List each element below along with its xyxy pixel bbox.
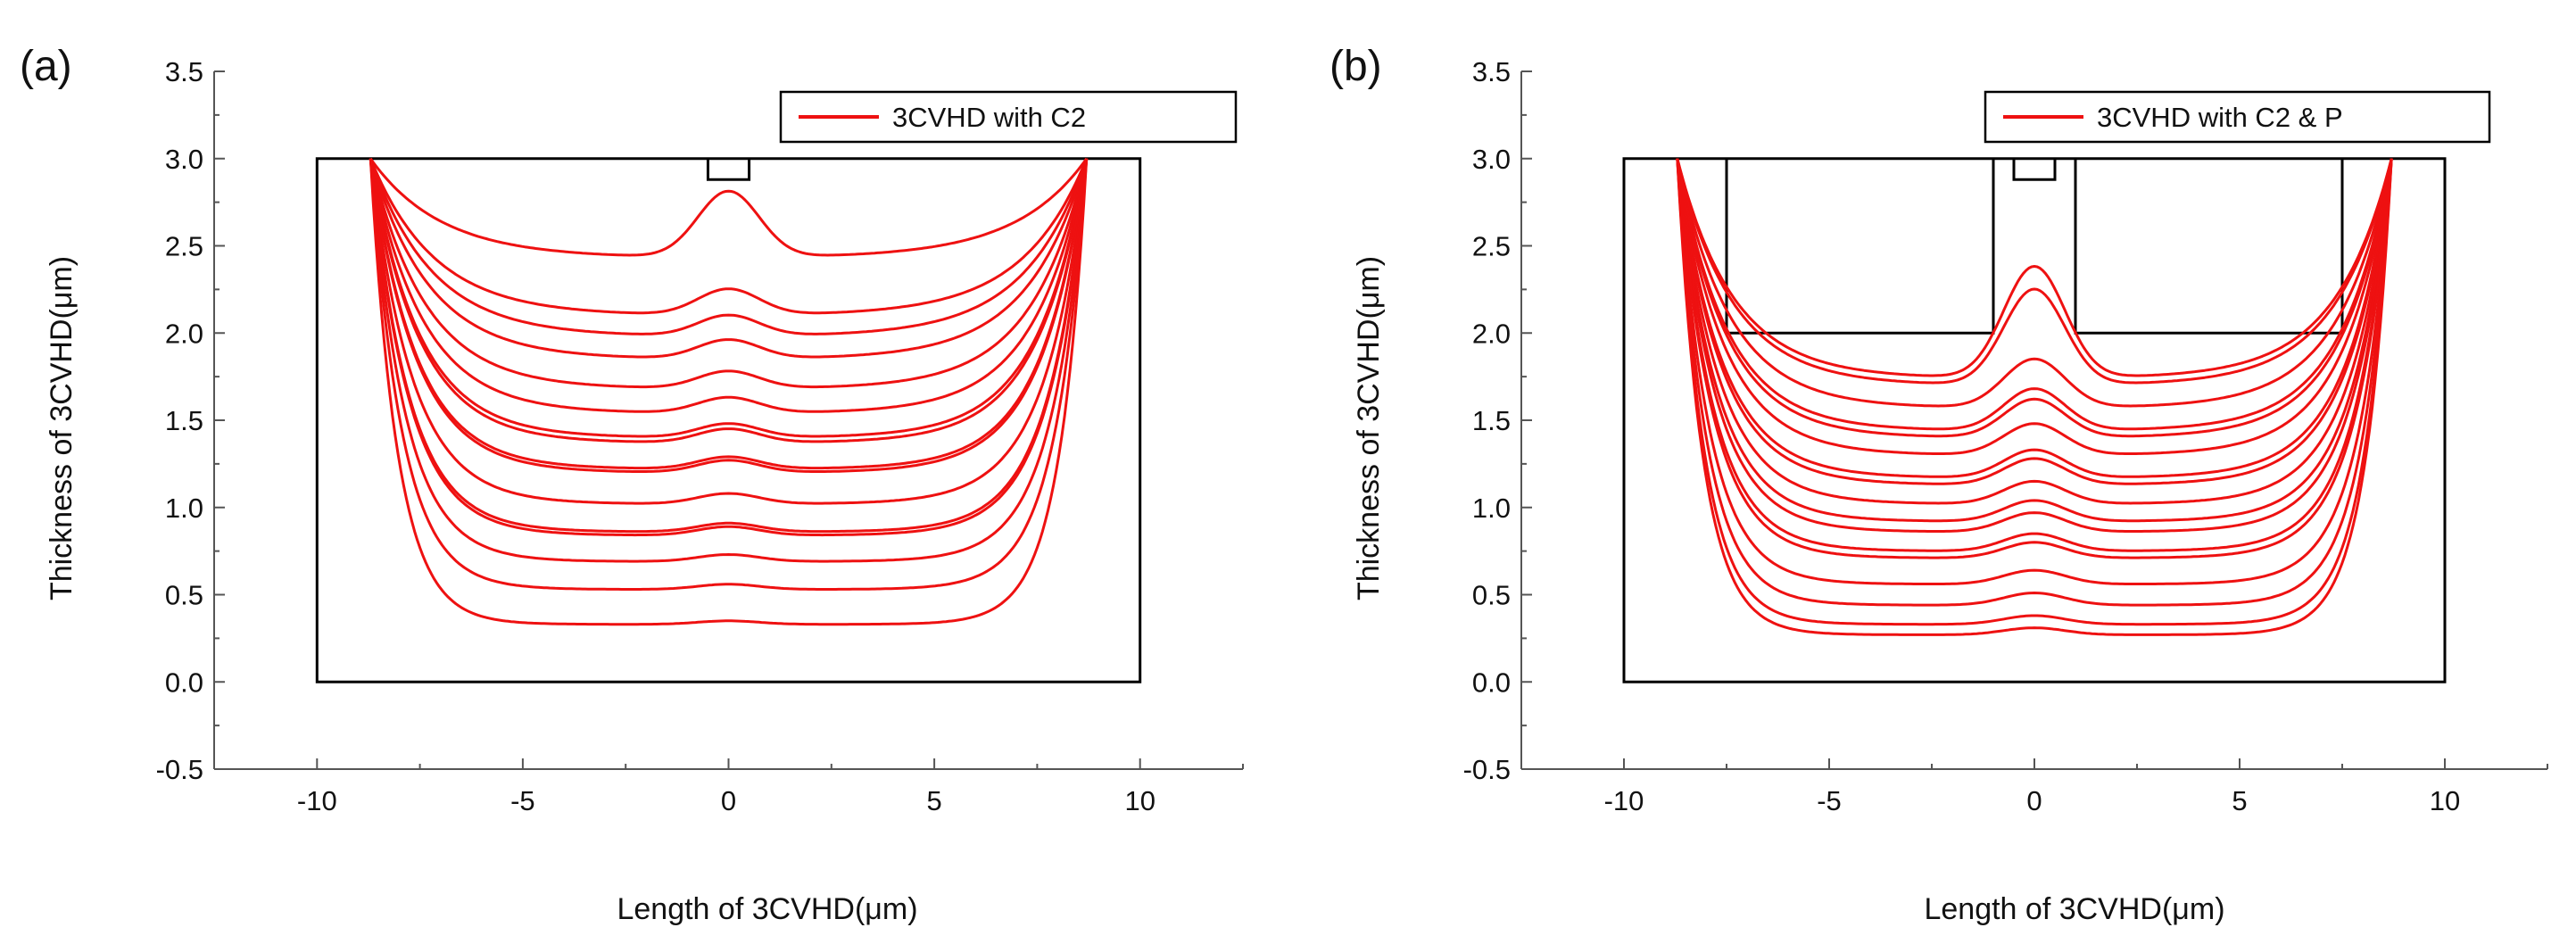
y-axis-title: Thickness of 3CVHD(μm) (45, 256, 79, 600)
y-tick-label: 0.5 (1472, 580, 1511, 611)
series-line-level-9 (369, 158, 1089, 470)
series-line-level-16 (1676, 158, 2393, 626)
electrode-outline (2012, 158, 2057, 181)
series-line-level-14 (1676, 158, 2393, 585)
panel-b: (b) Thickness of 3CVHD(μm) Length of 3CV… (1329, 43, 2548, 926)
series-line-level-12 (1676, 158, 2393, 552)
y-tick-label: 2.0 (165, 318, 203, 349)
x-tick-label: 0 (2026, 785, 2042, 816)
legend: 3CVHD with C2 & P (1984, 90, 2491, 144)
series-line-level-10 (1676, 158, 2393, 523)
y-tick-label: 1.0 (165, 493, 203, 524)
y-tick-label: 2.0 (1472, 318, 1511, 349)
series-line-level-8 (1676, 158, 2393, 485)
series-line-level-7 (1676, 158, 2393, 478)
y-tick-label: 3.5 (165, 56, 203, 87)
series-line-level-10 (369, 158, 1089, 473)
y-tick-label: 3.5 (1472, 56, 1511, 87)
electrode-outline (706, 158, 751, 181)
device-outline (315, 157, 1142, 683)
device-outline (1622, 157, 2447, 683)
series-line-level-14 (369, 158, 1089, 563)
panel-label: (a) (20, 43, 72, 90)
y-tick-label: 1.0 (1472, 493, 1511, 524)
series-line-level-1 (369, 157, 1088, 257)
series-line-level-9 (1676, 158, 2393, 505)
x-tick-label: -10 (1604, 785, 1644, 816)
y-tick-label: 1.5 (165, 405, 203, 436)
x-tick-label: 10 (1124, 785, 1155, 816)
series-line-level-5 (1676, 158, 2393, 438)
y-tick-label: -0.5 (156, 754, 203, 785)
electrode-outline (1725, 158, 1995, 335)
panel-label: (b) (1329, 43, 1382, 90)
y-tick-label: 2.5 (165, 231, 203, 262)
y-tick-label: 2.5 (1472, 231, 1511, 262)
series-line-level-11 (1676, 158, 2393, 533)
series-line-level-15 (1676, 158, 2393, 607)
x-axis-title: Length of 3CVHD(μm) (617, 892, 917, 926)
series-line-level-3 (369, 158, 1089, 335)
series-line-level-17 (1676, 158, 2393, 636)
series-line-level-7 (369, 158, 1089, 438)
series-line-level-6 (369, 158, 1089, 413)
series-line-level-12 (369, 158, 1089, 534)
electrode-outline (2074, 158, 2344, 335)
y-tick-label: 0.0 (165, 667, 203, 698)
series-line-level-13 (369, 158, 1089, 537)
x-tick-label: 5 (2232, 785, 2247, 816)
x-tick-label: -5 (510, 785, 535, 816)
x-tick-label: 10 (2430, 785, 2460, 816)
y-tick-label: 0.5 (165, 580, 203, 611)
legend-label: 3CVHD with C2 (892, 102, 1086, 133)
series-line-level-2 (369, 158, 1089, 315)
x-tick-label: -5 (1817, 785, 1842, 816)
y-axis-title: Thickness of 3CVHD(μm) (1352, 256, 1386, 600)
series-line-level-5 (369, 158, 1089, 389)
plot-area: -0.5 0.0 0.5 1.0 1.5 2.0 2.5 3.0 3.5 -10 -5 0 5 10 (156, 56, 1244, 816)
series-line-level-2 (1676, 158, 2393, 385)
panel-a: (a) Thickness of 3CVHD(μm) Length of 3CV… (20, 43, 1244, 926)
series-line-level-3 (1676, 158, 2393, 408)
legend: 3CVHD with C2 (779, 90, 1238, 144)
y-tick-label: 1.5 (1472, 405, 1511, 436)
x-tick-label: 5 (926, 785, 941, 816)
series-line-level-6 (1676, 158, 2393, 455)
y-tick-label: 3.0 (165, 144, 203, 175)
y-tick-label: -0.5 (1463, 754, 1511, 785)
series-line-level-1 (1676, 158, 2393, 377)
legend-label: 3CVHD with C2 & P (2097, 102, 2343, 133)
series-line-level-8 (369, 158, 1089, 443)
y-tick-label: 0.0 (1472, 667, 1511, 698)
x-tick-label: 0 (721, 785, 736, 816)
x-tick-label: -10 (297, 785, 337, 816)
series-line-level-15 (369, 158, 1089, 591)
series-line-level-13 (1676, 158, 2393, 559)
series-line-level-16 (369, 158, 1089, 626)
y-tick-label: 3.0 (1472, 144, 1511, 175)
series-line-level-4 (1676, 158, 2393, 431)
plot-area: -0.5 0.0 0.5 1.0 1.5 2.0 2.5 3.0 3.5 -10 -5 0 5 10 (1463, 56, 2548, 816)
series-line-level-11 (369, 158, 1089, 505)
x-axis-title: Length of 3CVHD(μm) (1924, 892, 2224, 926)
series-line-level-4 (369, 158, 1089, 359)
